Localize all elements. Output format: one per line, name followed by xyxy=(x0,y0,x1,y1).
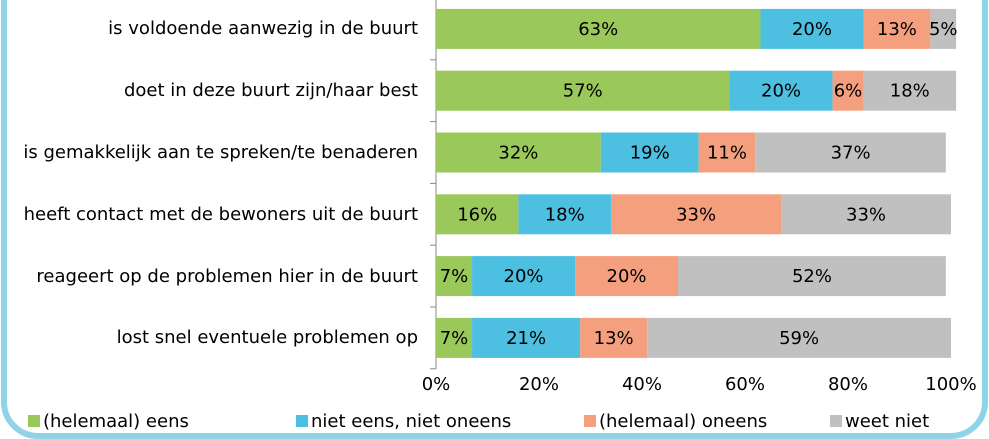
data-label: 21% xyxy=(506,328,546,349)
legend-swatch xyxy=(28,415,40,427)
data-label: 5% xyxy=(929,19,958,40)
legend-swatch xyxy=(830,415,842,427)
category-label: doet in deze buurt zijn/haar best xyxy=(123,80,418,102)
bar-segment xyxy=(678,256,946,297)
data-label: 20% xyxy=(607,266,647,287)
legend-label: (helemaal) oneens xyxy=(599,411,767,432)
bar-segment xyxy=(760,8,864,49)
bar-segment xyxy=(611,194,782,235)
x-tick-label: 60% xyxy=(725,374,765,395)
x-tick-label: 20% xyxy=(519,374,559,395)
data-label: 18% xyxy=(545,204,585,225)
x-tick-label: 80% xyxy=(828,374,868,395)
data-label: 32% xyxy=(498,143,538,164)
data-label: 33% xyxy=(846,204,886,225)
data-label: 20% xyxy=(504,266,544,287)
bar-segment xyxy=(832,70,864,111)
data-label: 57% xyxy=(563,81,603,102)
data-label: 20% xyxy=(761,81,801,102)
x-tick-label: 40% xyxy=(622,374,662,395)
bar-segment xyxy=(436,132,601,173)
bar-segment xyxy=(755,132,946,173)
bar-segment xyxy=(518,194,612,235)
bar-segment xyxy=(436,8,761,49)
bar-segment xyxy=(472,256,576,297)
data-label: 13% xyxy=(594,328,634,349)
bar-segment xyxy=(698,132,756,173)
category-label: reageert op de problemen hier in de buur… xyxy=(36,265,418,287)
data-label: 59% xyxy=(779,328,819,349)
data-label: 20% xyxy=(792,19,832,40)
legend-label: (helemaal) eens xyxy=(43,411,189,432)
category-label: is voldoende aanwezig in de buurt xyxy=(108,18,418,40)
data-label: 33% xyxy=(676,204,716,225)
legend-label: niet eens, niet oneens xyxy=(311,411,511,432)
bar-segment xyxy=(472,317,581,358)
bar-segment xyxy=(580,317,648,358)
bar-segment xyxy=(863,70,957,111)
bar-segment xyxy=(600,132,699,173)
bar-segment xyxy=(436,70,730,111)
data-label: 6% xyxy=(834,81,863,102)
x-tick-label: 100% xyxy=(925,374,976,395)
legend-swatch xyxy=(296,415,308,427)
legend-label: weet niet xyxy=(845,411,929,432)
data-label: 19% xyxy=(630,143,670,164)
data-label: 18% xyxy=(890,81,930,102)
data-label: 11% xyxy=(707,143,747,164)
data-label: 7% xyxy=(440,328,469,349)
data-label: 13% xyxy=(877,19,917,40)
category-label: lost snel eventuele problemen op xyxy=(116,327,418,349)
bar-segment xyxy=(436,256,473,297)
bar-segment xyxy=(729,70,833,111)
data-label: 16% xyxy=(457,204,497,225)
data-label: 37% xyxy=(831,143,871,164)
data-label: 52% xyxy=(792,266,832,287)
data-label: 63% xyxy=(578,19,618,40)
bar-segment xyxy=(863,8,931,49)
bar-segment xyxy=(436,317,473,358)
bar-segment xyxy=(575,256,679,297)
bar-segment xyxy=(781,194,951,235)
x-tick-label: 0% xyxy=(422,374,451,395)
bar-segment xyxy=(436,194,519,235)
bar-segment xyxy=(647,317,951,358)
data-label: 7% xyxy=(440,266,469,287)
category-label: heeft contact met de bewoners uit de buu… xyxy=(23,203,418,225)
bar-segment xyxy=(930,8,957,49)
legend-swatch xyxy=(584,415,596,427)
category-label: is gemakkelijk aan te spreken/te benader… xyxy=(23,142,418,163)
